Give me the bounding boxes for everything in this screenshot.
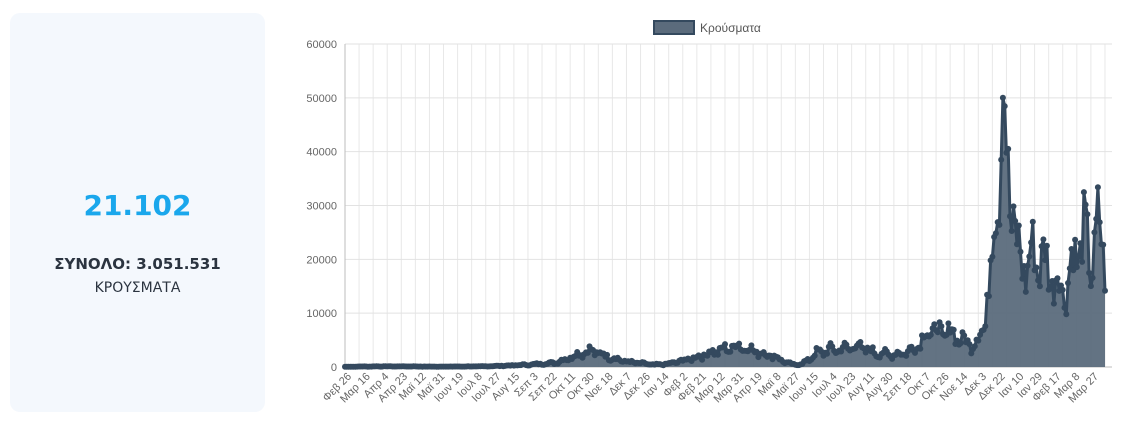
- series-cases: [342, 94, 1108, 370]
- data-point[interactable]: [917, 345, 924, 352]
- data-point[interactable]: [1054, 275, 1061, 282]
- data-point[interactable]: [1015, 222, 1022, 229]
- data-point[interactable]: [722, 341, 728, 348]
- data-point[interactable]: [1075, 253, 1082, 260]
- data-point[interactable]: [1096, 219, 1103, 226]
- y-tick-label: 60000: [306, 39, 337, 51]
- data-point[interactable]: [903, 352, 910, 359]
- data-point[interactable]: [1063, 311, 1070, 318]
- data-point[interactable]: [1014, 241, 1020, 248]
- data-point[interactable]: [931, 321, 938, 328]
- data-point[interactable]: [1035, 277, 1042, 284]
- data-point[interactable]: [1040, 236, 1047, 243]
- data-point[interactable]: [966, 341, 973, 348]
- y-tick-label: 20000: [306, 254, 337, 266]
- data-point[interactable]: [1043, 242, 1050, 249]
- data-point[interactable]: [1047, 285, 1054, 292]
- data-point[interactable]: [1042, 257, 1049, 264]
- today-cases-value: 21.102: [83, 189, 192, 222]
- data-point[interactable]: [1089, 274, 1096, 281]
- cases-label: ΚΡΟΥΣΜΑΤΑ: [94, 280, 181, 296]
- data-point[interactable]: [961, 332, 968, 339]
- data-point[interactable]: [604, 351, 611, 358]
- data-point[interactable]: [1086, 269, 1093, 276]
- y-axis: 0 10000 20000 30000 40000 50000 60000: [306, 39, 337, 374]
- data-point[interactable]: [998, 156, 1005, 163]
- data-point[interactable]: [1068, 246, 1075, 252]
- data-point[interactable]: [1036, 283, 1043, 290]
- data-point[interactable]: [1010, 203, 1017, 210]
- data-point[interactable]: [999, 94, 1006, 101]
- cases-chart: Κρούσματα 0 10000 20000 30000 40000 50000 6000…: [306, 20, 1112, 406]
- data-point[interactable]: [950, 326, 957, 333]
- stat-card: 21.102 ΣΥΝΟΛΟ: 3.051.531 ΚΡΟΥΣΜΑΤΑ: [10, 13, 265, 412]
- data-point[interactable]: [736, 340, 743, 347]
- data-point[interactable]: [1019, 275, 1026, 282]
- data-point[interactable]: [727, 348, 734, 355]
- data-point[interactable]: [714, 351, 721, 358]
- y-tick-label: 30000: [306, 201, 337, 213]
- data-point[interactable]: [824, 350, 830, 357]
- chart-legend[interactable]: Κρούσματα: [653, 20, 761, 35]
- data-point[interactable]: [938, 323, 945, 330]
- data-point[interactable]: [1029, 218, 1036, 225]
- data-point[interactable]: [1082, 201, 1089, 208]
- legend-swatch[interactable]: [653, 20, 695, 35]
- data-point[interactable]: [1079, 258, 1086, 265]
- data-point[interactable]: [1102, 287, 1108, 294]
- y-tick-label: 0: [331, 362, 337, 374]
- y-tick-label: 40000: [306, 147, 337, 159]
- y-tick-label: 50000: [306, 93, 337, 105]
- data-point[interactable]: [1084, 211, 1091, 218]
- data-point[interactable]: [1038, 243, 1045, 250]
- data-point[interactable]: [957, 340, 964, 347]
- data-point[interactable]: [1022, 288, 1029, 295]
- data-point[interactable]: [1012, 218, 1019, 224]
- data-point[interactable]: [1073, 264, 1080, 271]
- data-point[interactable]: [869, 344, 876, 351]
- data-point[interactable]: [748, 342, 755, 349]
- data-point[interactable]: [1005, 145, 1012, 152]
- data-point[interactable]: [1001, 103, 1008, 110]
- data-point[interactable]: [1026, 253, 1033, 260]
- data-point[interactable]: [971, 343, 978, 350]
- data-point[interactable]: [992, 230, 999, 237]
- data-point[interactable]: [975, 337, 982, 344]
- data-point[interactable]: [1007, 213, 1013, 220]
- data-point[interactable]: [699, 356, 706, 363]
- y-tick-label: 10000: [306, 308, 337, 320]
- data-point[interactable]: [1008, 228, 1015, 234]
- data-point[interactable]: [1024, 262, 1031, 269]
- data-point[interactable]: [1065, 280, 1071, 286]
- legend-label[interactable]: Κρούσματα: [700, 21, 761, 35]
- data-point[interactable]: [1087, 283, 1094, 290]
- data-point[interactable]: [857, 339, 864, 345]
- data-point[interactable]: [927, 331, 934, 338]
- data-point[interactable]: [1080, 189, 1087, 196]
- data-point[interactable]: [1017, 248, 1024, 255]
- total-cases-line: ΣΥΝΟΛΟ: 3.051.531: [54, 255, 221, 273]
- data-point[interactable]: [838, 348, 845, 355]
- data-point[interactable]: [1100, 241, 1107, 248]
- data-point[interactable]: [1072, 236, 1079, 243]
- data-point[interactable]: [1050, 300, 1057, 307]
- data-point[interactable]: [811, 352, 818, 359]
- data-point[interactable]: [1061, 304, 1068, 311]
- data-point[interactable]: [1028, 239, 1035, 246]
- series-area: [345, 97, 1105, 368]
- data-point[interactable]: [1033, 264, 1040, 271]
- data-point[interactable]: [985, 293, 992, 300]
- data-point[interactable]: [982, 323, 989, 330]
- data-point[interactable]: [1091, 229, 1098, 236]
- data-point[interactable]: [996, 221, 1003, 228]
- data-point[interactable]: [1094, 184, 1101, 191]
- data-point[interactable]: [989, 253, 996, 260]
- data-point[interactable]: [945, 320, 952, 327]
- data-point[interactable]: [1077, 240, 1084, 247]
- data-point[interactable]: [1059, 286, 1066, 293]
- data-point[interactable]: [934, 329, 941, 336]
